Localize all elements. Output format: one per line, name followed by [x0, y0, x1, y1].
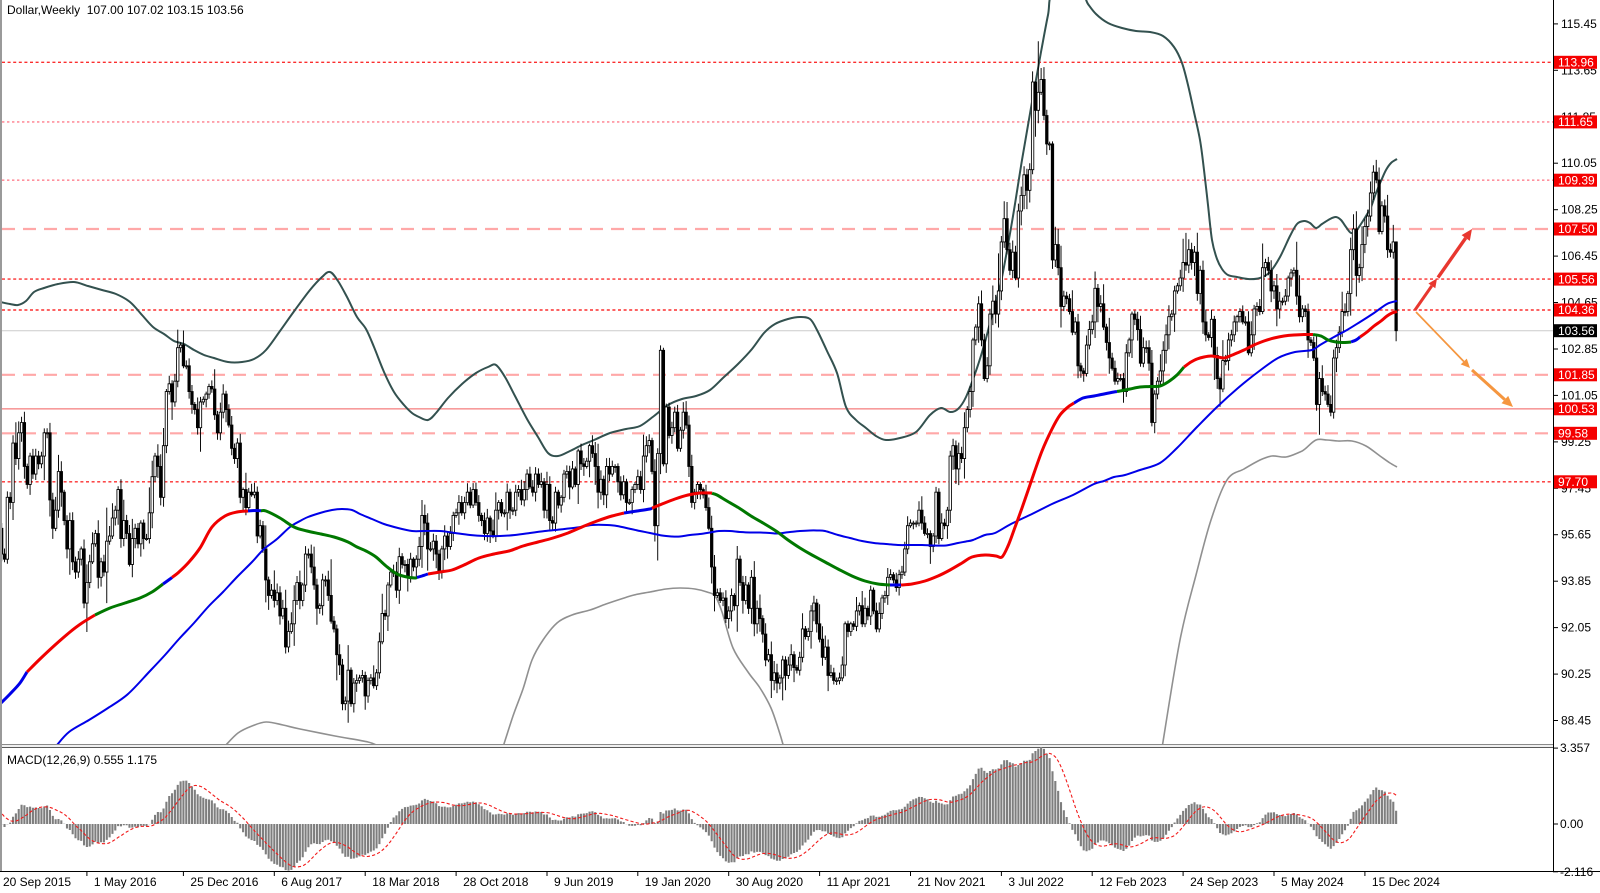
svg-text:6 Aug 2017: 6 Aug 2017: [281, 875, 342, 889]
svg-text:90.25: 90.25: [1561, 667, 1591, 681]
svg-text:25 Dec 2016: 25 Dec 2016: [190, 875, 258, 889]
svg-text:3 Jul 2022: 3 Jul 2022: [1008, 875, 1064, 889]
svg-text:110.05: 110.05: [1561, 156, 1597, 170]
svg-text:12 Feb 2023: 12 Feb 2023: [1099, 875, 1167, 889]
svg-text:88.45: 88.45: [1561, 714, 1591, 728]
svg-text:Dollar,Weekly 107.00 107.02 1: Dollar,Weekly 107.00 107.02 103.15 103.5…: [7, 3, 244, 17]
svg-text:109.39: 109.39: [1558, 173, 1595, 187]
svg-text:103.56: 103.56: [1558, 324, 1595, 338]
svg-text:3.357: 3.357: [1560, 741, 1590, 755]
svg-text:111.65: 111.65: [1558, 115, 1593, 129]
svg-text:95.65: 95.65: [1561, 528, 1591, 542]
svg-text:-2.116: -2.116: [1560, 865, 1593, 879]
svg-text:1 May 2016: 1 May 2016: [94, 875, 157, 889]
svg-text:20 Sep 2015: 20 Sep 2015: [3, 875, 71, 889]
svg-text:11 Apr 2021: 11 Apr 2021: [827, 875, 891, 889]
svg-text:105.56: 105.56: [1558, 272, 1595, 286]
svg-text:24 Sep 2023: 24 Sep 2023: [1190, 875, 1258, 889]
svg-text:113.96: 113.96: [1558, 56, 1594, 70]
svg-text:100.53: 100.53: [1558, 402, 1595, 416]
svg-text:MACD(12,26,9) 0.555 1.175: MACD(12,26,9) 0.555 1.175: [7, 753, 157, 767]
svg-text:108.25: 108.25: [1561, 203, 1598, 217]
svg-text:101.05: 101.05: [1561, 388, 1598, 402]
svg-text:19 Jan 2020: 19 Jan 2020: [645, 875, 711, 889]
svg-text:99.58: 99.58: [1558, 427, 1588, 441]
svg-text:115.45: 115.45: [1561, 17, 1597, 31]
svg-text:9 Jun 2019: 9 Jun 2019: [554, 875, 614, 889]
svg-text:93.85: 93.85: [1561, 574, 1591, 588]
svg-text:15 Dec 2024: 15 Dec 2024: [1372, 875, 1440, 889]
svg-text:107.50: 107.50: [1558, 222, 1595, 236]
svg-text:97.70: 97.70: [1558, 475, 1588, 489]
svg-text:92.05: 92.05: [1561, 621, 1591, 635]
svg-text:28 Oct 2018: 28 Oct 2018: [463, 875, 529, 889]
svg-text:101.85: 101.85: [1558, 368, 1595, 382]
svg-text:5 May 2024: 5 May 2024: [1281, 875, 1344, 889]
svg-text:0.00: 0.00: [1560, 817, 1584, 831]
svg-text:104.36: 104.36: [1558, 303, 1595, 317]
svg-text:18 Mar 2018: 18 Mar 2018: [372, 875, 440, 889]
svg-text:21 Nov 2021: 21 Nov 2021: [918, 875, 986, 889]
svg-text:102.85: 102.85: [1561, 342, 1598, 356]
svg-text:30 Aug 2020: 30 Aug 2020: [736, 875, 804, 889]
svg-text:106.45: 106.45: [1561, 249, 1598, 263]
